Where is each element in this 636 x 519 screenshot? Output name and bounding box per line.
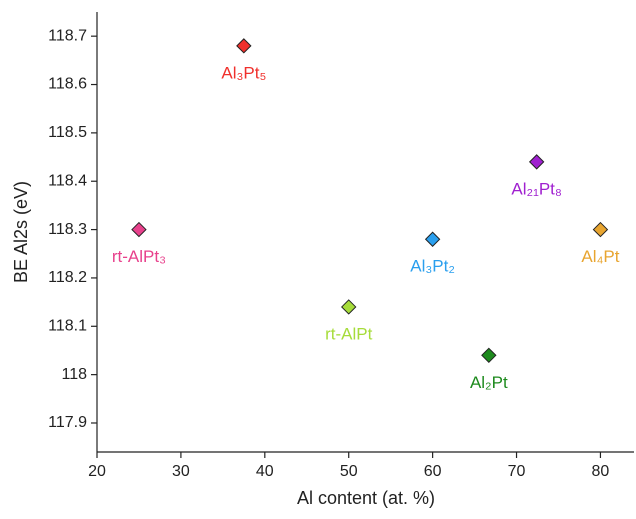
point-label: rt-AlPt₃ (112, 247, 166, 266)
y-tick-label: 118.6 (48, 76, 87, 93)
y-tick-label: 118.4 (48, 172, 87, 189)
point (481, 347, 497, 364)
point (131, 221, 147, 238)
point-label: Al₃Pt₅ (221, 63, 266, 82)
x-axis-title: Al content (at. %) (297, 488, 435, 508)
point-label: Al₂Pt (470, 373, 508, 392)
x-tick-label: 60 (424, 463, 442, 480)
y-tick-label: 118 (61, 366, 87, 383)
point-label: Al₄Pt (581, 247, 619, 266)
y-axis-title: BE Al2s (eV) (11, 181, 31, 283)
y-tick-label: 118.3 (48, 221, 87, 238)
x-tick-label: 20 (88, 463, 106, 480)
x-tick-label: 30 (172, 463, 190, 480)
point (341, 299, 357, 315)
point-label: Al₃Pt₂ (410, 257, 455, 276)
x-tick-label: 40 (256, 463, 274, 480)
point (236, 38, 252, 54)
y-tick-label: 118.7 (48, 27, 87, 44)
point (528, 154, 545, 170)
y-tick-label: 118.1 (48, 318, 87, 335)
y-tick-label: 118.5 (48, 124, 87, 141)
x-tick-label: 80 (592, 463, 610, 480)
y-tick-label: 117.9 (48, 414, 87, 431)
point (424, 231, 441, 247)
point (592, 221, 609, 238)
point-label: Al₂₁Pt₈ (511, 179, 562, 198)
x-tick-label: 70 (508, 463, 526, 480)
point-label: rt-AlPt (325, 324, 373, 343)
y-tick-label: 118.2 (48, 269, 87, 286)
x-tick-label: 50 (340, 463, 358, 480)
